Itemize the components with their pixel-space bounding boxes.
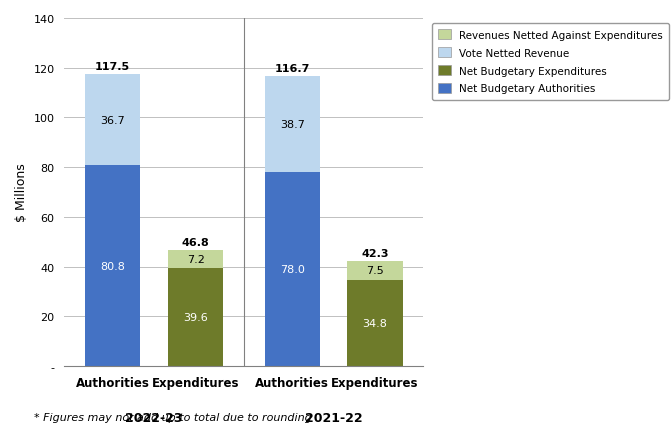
Text: 7.2: 7.2	[187, 254, 204, 264]
Text: * Figures may not add up to total due to rounding: * Figures may not add up to total due to…	[34, 412, 311, 422]
Text: 2022-23: 2022-23	[126, 411, 183, 424]
Legend: Revenues Netted Against Expenditures, Vote Netted Revenue, Net Budgetary Expendi: Revenues Netted Against Expenditures, Vo…	[432, 24, 669, 101]
Text: 38.7: 38.7	[280, 120, 304, 130]
Y-axis label: $ Millions: $ Millions	[15, 163, 28, 222]
Text: 78.0: 78.0	[280, 265, 304, 275]
Text: 116.7: 116.7	[275, 64, 310, 74]
Bar	[85, 75, 140, 166]
Text: 46.8: 46.8	[181, 237, 210, 247]
Text: 39.6: 39.6	[183, 312, 208, 322]
Bar	[265, 173, 320, 366]
Bar	[347, 280, 403, 366]
Bar	[265, 77, 320, 173]
Text: 117.5: 117.5	[95, 62, 130, 72]
Text: 80.8: 80.8	[100, 261, 125, 271]
Bar	[347, 262, 403, 280]
Text: 42.3: 42.3	[362, 248, 389, 259]
Text: 34.8: 34.8	[363, 318, 388, 328]
Bar	[168, 268, 223, 366]
Bar	[168, 250, 223, 268]
Text: 7.5: 7.5	[366, 266, 384, 276]
Text: 36.7: 36.7	[100, 115, 125, 125]
Bar	[85, 166, 140, 366]
Text: 2021-22: 2021-22	[305, 411, 362, 424]
